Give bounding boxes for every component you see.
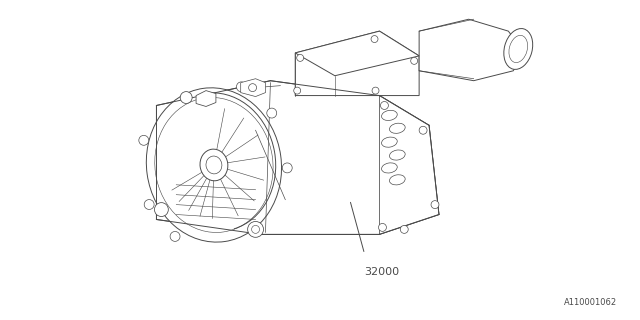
Circle shape (372, 87, 379, 94)
Ellipse shape (147, 88, 282, 242)
Circle shape (248, 221, 264, 237)
Text: A110001062: A110001062 (564, 298, 618, 307)
Circle shape (248, 84, 257, 92)
Circle shape (378, 223, 387, 231)
Polygon shape (380, 96, 439, 234)
Circle shape (400, 225, 408, 233)
Circle shape (267, 108, 276, 118)
Ellipse shape (390, 123, 405, 133)
Polygon shape (295, 31, 419, 96)
Ellipse shape (509, 36, 527, 63)
Ellipse shape (381, 110, 397, 120)
Circle shape (431, 201, 439, 209)
Polygon shape (295, 31, 419, 76)
Ellipse shape (381, 137, 397, 147)
Ellipse shape (155, 98, 273, 232)
Circle shape (380, 101, 388, 109)
Circle shape (371, 36, 378, 43)
Circle shape (144, 200, 154, 210)
Circle shape (139, 135, 148, 145)
Ellipse shape (504, 28, 532, 69)
Circle shape (236, 82, 246, 92)
Circle shape (180, 92, 192, 103)
Ellipse shape (390, 150, 405, 160)
Circle shape (170, 231, 180, 241)
Circle shape (154, 203, 168, 217)
Polygon shape (156, 81, 439, 234)
Text: 32000: 32000 (365, 267, 400, 277)
Circle shape (294, 87, 301, 94)
Ellipse shape (200, 149, 228, 181)
Circle shape (411, 57, 418, 64)
Ellipse shape (390, 175, 405, 185)
Polygon shape (419, 19, 524, 81)
Circle shape (252, 225, 260, 233)
Ellipse shape (206, 156, 222, 174)
Circle shape (297, 54, 303, 61)
Circle shape (419, 126, 427, 134)
Polygon shape (241, 79, 266, 97)
Polygon shape (196, 91, 216, 107)
Circle shape (282, 163, 292, 173)
Ellipse shape (381, 163, 397, 173)
